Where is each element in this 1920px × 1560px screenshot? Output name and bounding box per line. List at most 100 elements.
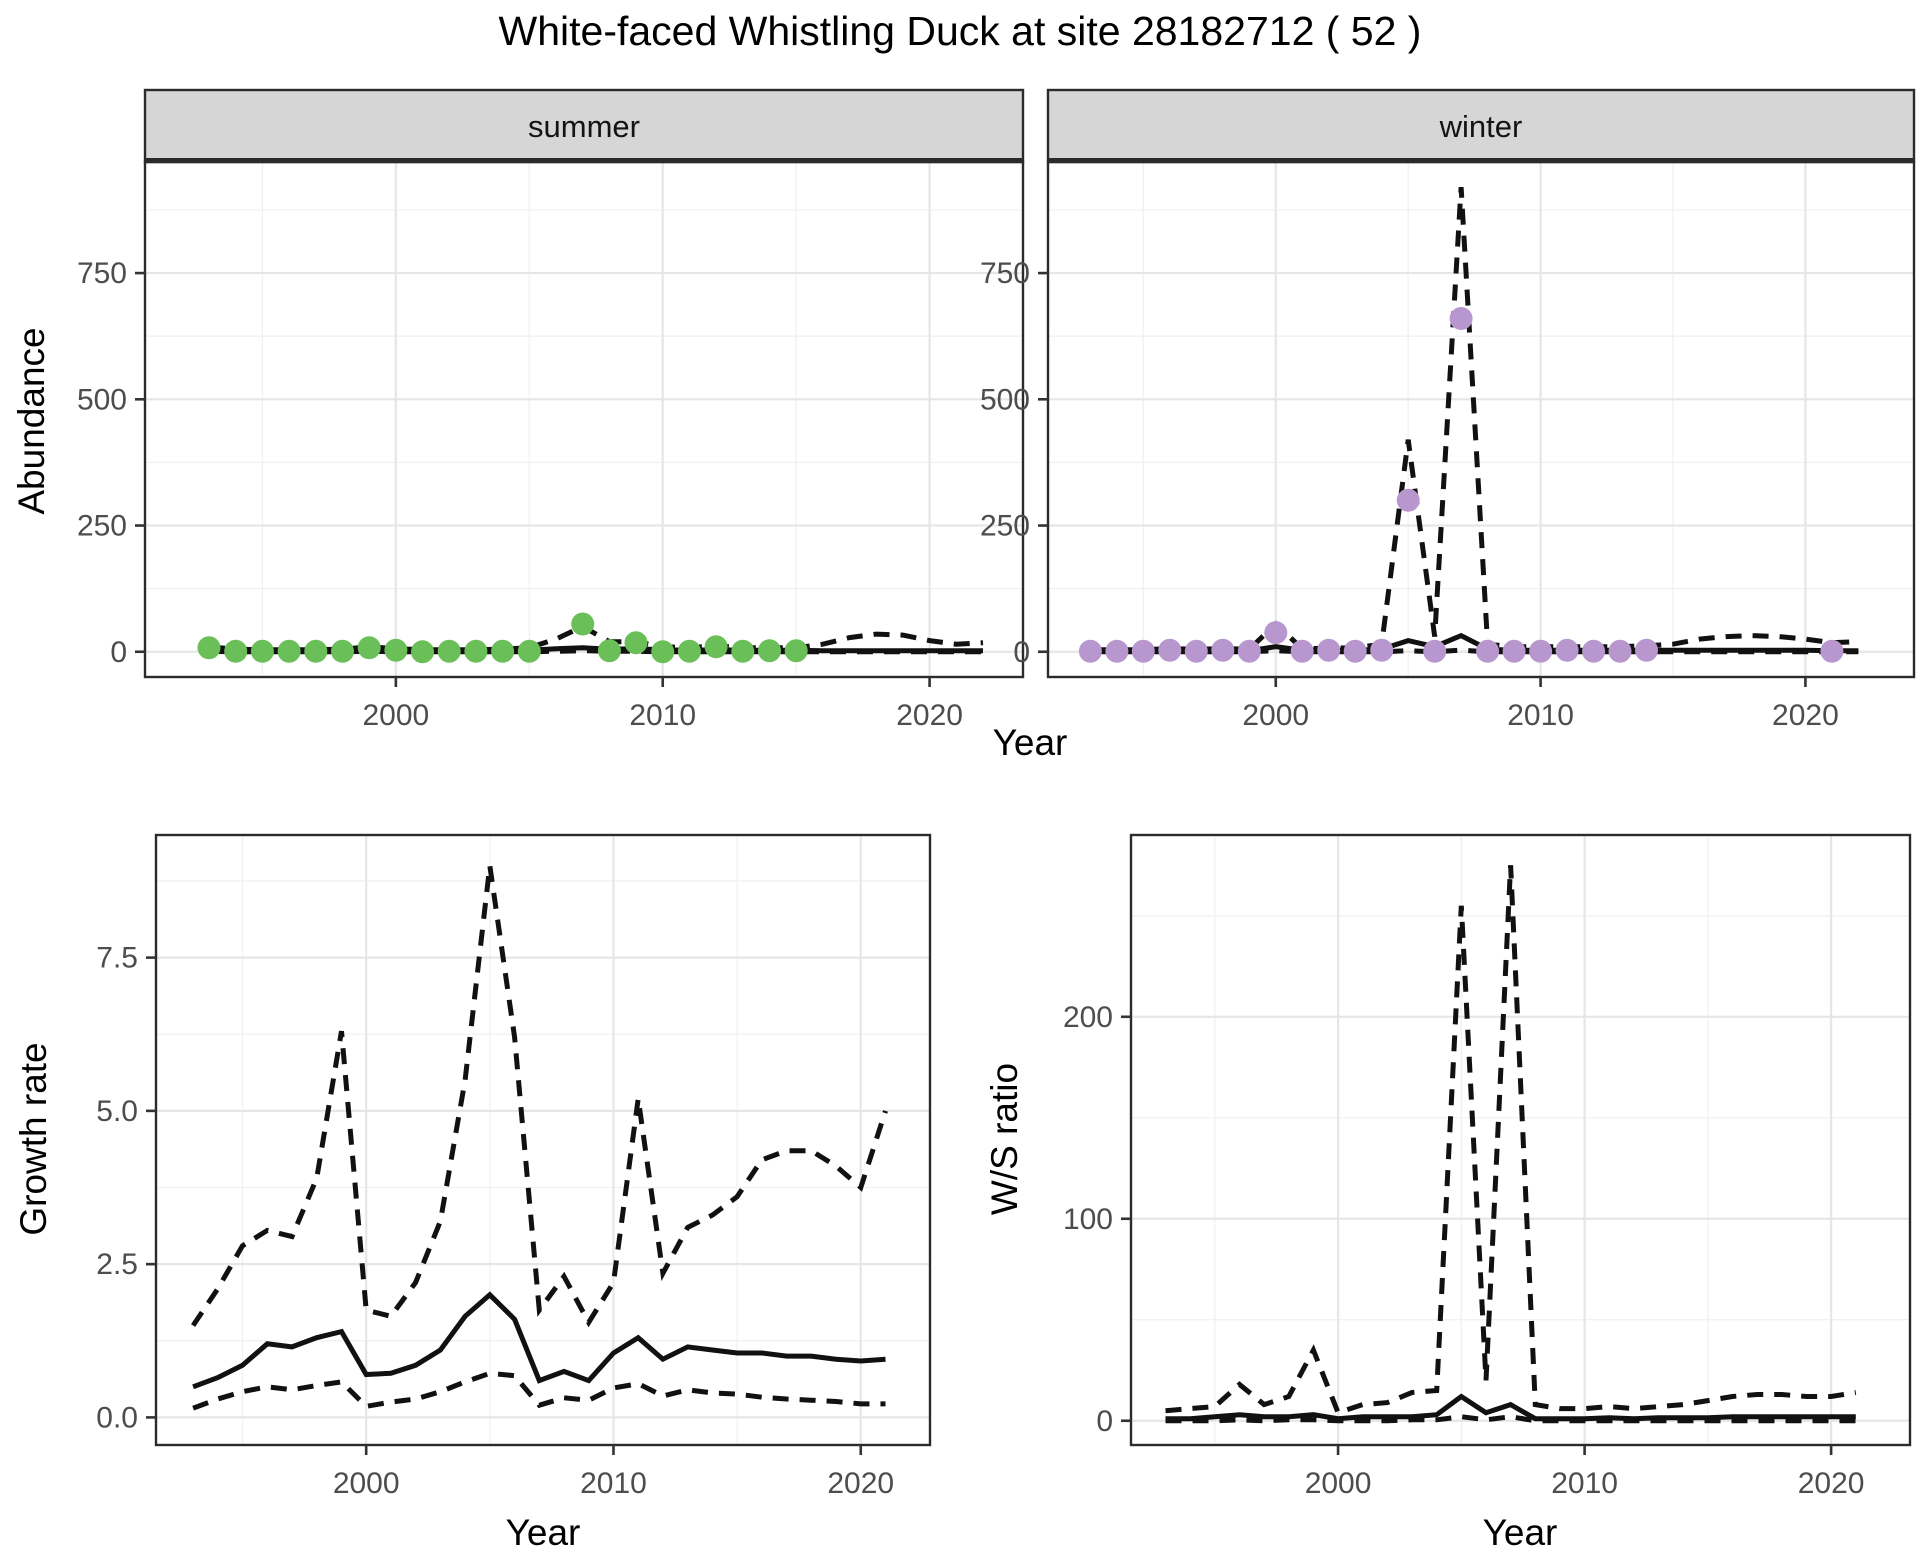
panel-background [1131,835,1910,1445]
top-x-axis-title: Year [992,722,1068,763]
data-point [731,639,755,663]
y-tick-label: 0 [1096,1405,1113,1438]
y-tick-label: 750 [980,257,1030,290]
panel-background [156,835,930,1445]
data-point [1317,638,1341,662]
x-tick-label: 2000 [1242,699,1309,732]
data-point [1158,638,1182,662]
x-tick-label: 2010 [580,1467,647,1500]
panel-border [1129,833,1912,1447]
data-point [1105,639,1129,663]
data-point [224,639,248,663]
data-point [1476,639,1500,663]
data-point [1131,639,1155,663]
panel-border [154,833,932,1447]
panel-abundance-winter: 2000 2010 2020 0 250 500 750 winter [980,88,1916,732]
data-point [384,638,408,662]
ws-ratio-median-line [1165,1393,1856,1422]
panel-growth-rate: 2000 2010 2020 0.0 2.5 5.0 7.5 [96,833,932,1500]
abundance-summer-lower_ci-line [208,648,983,655]
panel-abundance-summer: 2000 2010 2020 0 250 500 750 summer [77,88,1025,732]
data-point [197,636,221,660]
data-point [1264,621,1288,645]
x-tick-label: 2000 [333,1467,400,1500]
data-point [571,612,595,636]
data-point [1608,639,1632,663]
data-point [277,639,301,663]
data-point [1555,638,1579,662]
data-point [677,639,701,663]
data-point [1529,639,1553,663]
growth-rate-median-line [192,1291,886,1390]
data-point [357,636,381,660]
y-tick-label: 250 [77,510,127,543]
y-tick-label: 7.5 [96,942,138,975]
data-point [331,639,354,663]
growth-x-axis-title: Year [505,1512,581,1553]
growth-rate-upper_ci-line [191,865,888,1328]
x-tick-label: 2020 [1798,1467,1865,1500]
data-point [1184,639,1208,663]
abundance-summer-upper_ci-line [208,623,984,653]
data-point [464,639,488,663]
x-tick-label: 2010 [629,699,696,732]
y-tick-label: 5.0 [96,1095,138,1128]
data-point [624,631,648,655]
y-tick-label: 250 [980,510,1030,543]
x-tick-label: 2010 [1507,699,1574,732]
y-tick-label: 500 [77,383,127,416]
facet-strip-label: winter [1439,109,1523,144]
facet-strip [143,88,1025,164]
y-tick-label: 0 [110,636,127,669]
x-tick-label: 2000 [362,699,429,732]
data-point [517,639,541,663]
data-point [1078,639,1102,663]
data-point [1211,638,1235,662]
data-point [304,639,328,663]
facet-strip-label: summer [528,109,640,144]
ws-x-axis-title: Year [1482,1512,1558,1553]
y-tick-label: 500 [980,383,1030,416]
y-tick-label: 200 [1063,1001,1113,1034]
data-point [1396,488,1420,512]
data-point [411,640,434,664]
data-point [758,639,781,663]
data-point [1343,639,1367,663]
data-point [250,639,274,663]
data-point [1820,639,1844,663]
data-point [437,639,461,663]
y-tick-label: 0 [1013,636,1030,669]
x-tick-label: 2020 [1772,699,1839,732]
data-point [704,635,728,659]
x-tick-label: 2020 [827,1467,894,1500]
data-point [597,639,621,663]
data-point [1449,307,1473,330]
data-point [651,640,675,664]
data-point [491,639,515,663]
ws-ratio-lower_ci-line [1165,1414,1856,1424]
ws-ratio-upper_ci-line [1165,865,1857,1416]
y-tick-label: 0.0 [96,1401,138,1434]
abundance-winter-upper_ci-line [1090,187,1859,653]
data-point [784,639,808,663]
y-tick-label: 750 [77,257,127,290]
panel-background [145,162,1023,677]
data-point [1370,638,1394,662]
data-point [1423,639,1447,663]
facet-strip [1046,88,1916,164]
y-tick-label: 100 [1063,1203,1113,1236]
y-tick-label: 2.5 [96,1248,138,1281]
data-point [1502,639,1526,663]
chart-title: White-faced Whistling Duck at site 28182… [498,8,1422,54]
x-tick-label: 2020 [896,699,963,732]
abundance-winter-lower_ci-line [1090,647,1859,655]
data-point [1582,639,1606,663]
x-tick-label: 2000 [1305,1467,1372,1500]
growth-rate-lower_ci-line [192,1370,886,1411]
data-point [1635,638,1658,662]
panel-background [1048,162,1914,677]
data-point [1237,639,1261,663]
panel-ws-ratio: 2000 2010 2020 0 100 200 [1063,833,1912,1500]
data-point [1290,639,1314,663]
